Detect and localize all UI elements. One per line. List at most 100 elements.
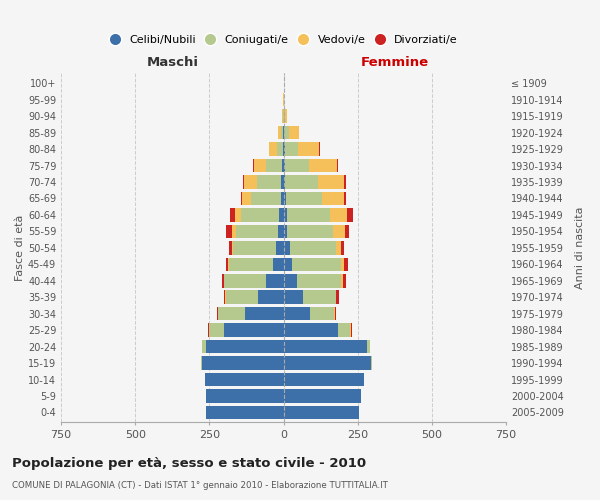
Bar [218,307,245,320]
Bar [205,373,284,386]
Bar [290,241,335,254]
Text: COMUNE DI PALAGONIA (CT) - Dati ISTAT 1° gennaio 2010 - Elaborazione TUTTITALIA.: COMUNE DI PALAGONIA (CT) - Dati ISTAT 1°… [12,480,388,490]
Bar [303,290,335,304]
Bar [284,373,364,386]
Bar [337,290,339,304]
Bar [298,142,319,156]
Bar [226,258,228,271]
Y-axis label: Anni di nascita: Anni di nascita [575,206,585,289]
Bar [269,142,277,156]
Bar [266,159,282,172]
Bar [226,290,259,304]
Bar [279,208,284,222]
Bar [282,159,284,172]
Bar [289,126,299,140]
Bar [285,159,309,172]
Bar [350,324,352,337]
Bar [202,340,206,353]
Bar [232,224,236,238]
Bar [282,110,283,123]
Bar [284,290,303,304]
Bar [277,142,283,156]
Bar [284,224,287,238]
Bar [224,324,284,337]
Bar [284,406,359,419]
Bar [335,290,337,304]
Bar [292,258,341,271]
Bar [347,208,353,222]
Bar [266,274,284,287]
Bar [284,324,338,337]
Bar [257,176,281,189]
Bar [284,142,285,156]
Bar [278,224,284,238]
Bar [273,258,284,271]
Bar [254,159,266,172]
Bar [224,290,226,304]
Bar [209,324,224,337]
Bar [206,390,284,403]
Bar [344,192,346,205]
Bar [309,159,337,172]
Bar [241,192,242,205]
Bar [284,340,367,353]
Bar [335,241,341,254]
Bar [206,406,284,419]
Bar [281,126,283,140]
Bar [344,176,346,189]
Bar [284,307,310,320]
Bar [343,274,346,287]
Bar [245,307,284,320]
Bar [229,241,232,254]
Bar [337,159,338,172]
Bar [285,176,318,189]
Bar [232,241,233,254]
Bar [233,241,276,254]
Text: Maschi: Maschi [146,56,198,69]
Bar [322,192,344,205]
Bar [287,224,333,238]
Bar [285,142,298,156]
Bar [284,192,286,205]
Bar [276,241,284,254]
Bar [217,307,218,320]
Bar [344,258,348,271]
Bar [345,224,349,238]
Bar [341,241,344,254]
Bar [241,208,279,222]
Bar [329,208,347,222]
Bar [221,274,224,287]
Bar [206,340,284,353]
Bar [310,307,334,320]
Bar [208,324,209,337]
Bar [235,208,241,222]
Text: Popolazione per età, sesso e stato civile - 2010: Popolazione per età, sesso e stato civil… [12,458,366,470]
Bar [278,126,281,140]
Bar [333,224,345,238]
Bar [297,274,341,287]
Bar [338,324,350,337]
Bar [284,390,361,403]
Bar [242,192,251,205]
Bar [284,159,285,172]
Bar [224,274,266,287]
Bar [230,208,235,222]
Bar [229,258,273,271]
Bar [284,356,371,370]
Bar [284,241,290,254]
Bar [226,224,232,238]
Bar [242,176,244,189]
Bar [281,176,284,189]
Bar [284,274,297,287]
Bar [341,258,344,271]
Bar [284,126,289,140]
Bar [287,208,329,222]
Bar [284,258,292,271]
Text: Femmine: Femmine [361,56,429,69]
Bar [244,176,257,189]
Bar [284,208,287,222]
Bar [341,274,343,287]
Bar [236,224,278,238]
Y-axis label: Fasce di età: Fasce di età [15,214,25,281]
Bar [285,110,287,123]
